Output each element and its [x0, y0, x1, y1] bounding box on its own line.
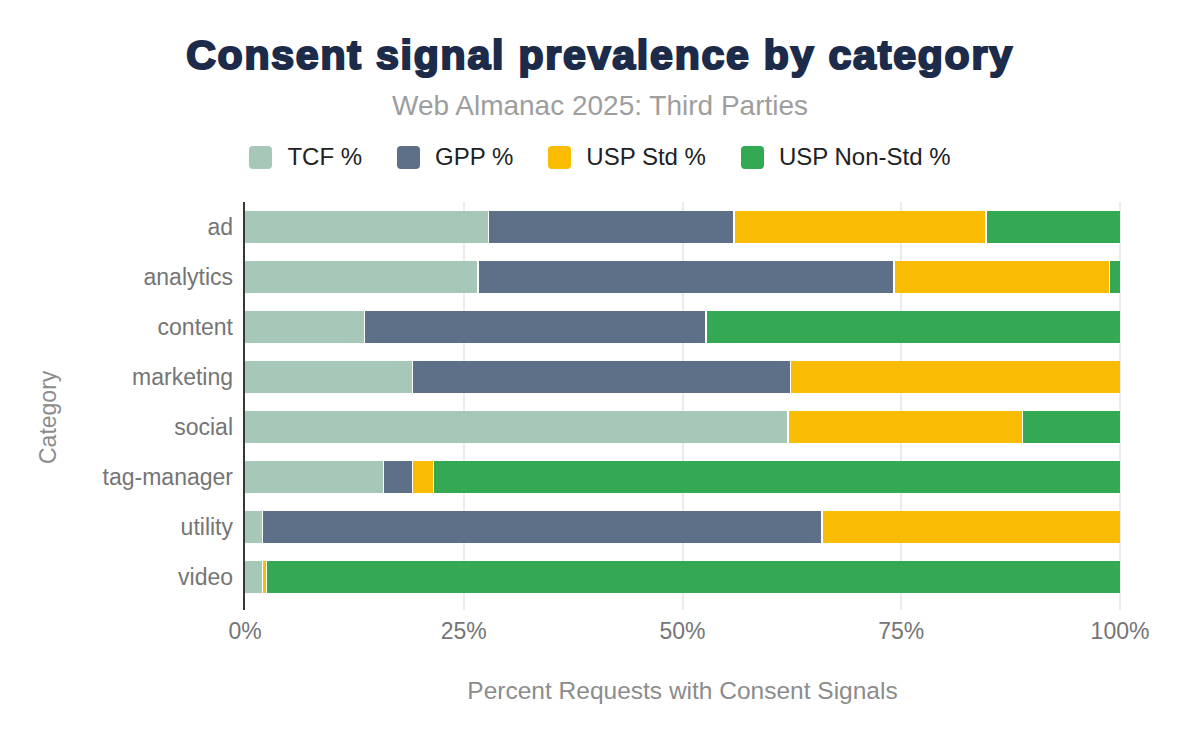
- x-tick-label: 75%: [878, 618, 924, 645]
- bar-segment-tag-manager-usp-non-std: [434, 461, 1120, 494]
- bar-utility: [245, 511, 1120, 544]
- category-label-tag-manager: tag-manager: [0, 461, 233, 494]
- bar-segment-video-tcf: [245, 561, 262, 594]
- legend-label: USP Non-Std %: [779, 143, 951, 171]
- bar-segment-marketing-usp-std: [791, 361, 1120, 394]
- bar-social: [245, 411, 1120, 444]
- category-label-utility: utility: [0, 511, 233, 544]
- bar-segment-marketing-tcf: [245, 361, 412, 394]
- category-label-analytics: analytics: [0, 261, 233, 294]
- bar-segment-utility-tcf: [245, 511, 262, 544]
- legend: TCF % GPP % USP Std % USP Non-Std %: [0, 143, 1200, 171]
- bar-analytics: [245, 261, 1120, 294]
- bar-segment-social-usp-non-std: [1023, 411, 1120, 444]
- legend-item: USP Std %: [548, 143, 706, 171]
- bar-segment-utility-gpp: [263, 511, 821, 544]
- category-label-content: content: [0, 311, 233, 344]
- bar-segment-ad-usp-std: [735, 211, 986, 244]
- x-axis-tick-labels: 0%25%50%75%100%: [245, 618, 1120, 648]
- legend-swatch: [548, 146, 571, 169]
- bar-segment-ad-gpp: [489, 211, 733, 244]
- bar-video: [245, 561, 1120, 594]
- bar-segment-tag-manager-usp-std: [413, 461, 432, 494]
- bar-segment-ad-usp-non-std: [987, 211, 1120, 244]
- chart-subtitle: Web Almanac 2025: Third Parties: [0, 90, 1200, 122]
- bar-segment-social-usp-std: [789, 411, 1022, 444]
- plot-area: [245, 202, 1120, 602]
- x-tick-label: 0%: [228, 618, 261, 645]
- bar-segment-content-gpp: [365, 311, 705, 344]
- bar-segment-tag-manager-gpp: [384, 461, 412, 494]
- chart-title: Consent signal prevalence by category: [0, 32, 1200, 79]
- category-label-video: video: [0, 561, 233, 594]
- bar-content: [245, 311, 1120, 344]
- bar-segment-utility-usp-std: [823, 511, 1120, 544]
- bar-segment-analytics-tcf: [245, 261, 477, 294]
- legend-item: USP Non-Std %: [741, 143, 951, 171]
- legend-swatch: [741, 146, 764, 169]
- bar-segment-video-usp-std: [263, 561, 266, 594]
- bar-segment-analytics-gpp: [479, 261, 893, 294]
- legend-label: GPP %: [435, 143, 513, 171]
- bar-segment-ad-tcf: [245, 211, 488, 244]
- bar-segment-social-tcf: [245, 411, 787, 444]
- bar-segment-analytics-usp-non-std: [1110, 261, 1120, 294]
- legend-label: USP Std %: [586, 143, 706, 171]
- x-tick-label: 100%: [1091, 618, 1150, 645]
- legend-item: GPP %: [397, 143, 513, 171]
- x-tick-label: 25%: [441, 618, 487, 645]
- bar-segment-content-tcf: [245, 311, 364, 344]
- legend-label: TCF %: [287, 143, 362, 171]
- bar-marketing: [245, 361, 1120, 394]
- x-tick-label: 50%: [659, 618, 705, 645]
- bar-segment-content-usp-non-std: [707, 311, 1120, 344]
- legend-item: TCF %: [249, 143, 362, 171]
- bar-segment-video-usp-non-std: [267, 561, 1120, 594]
- legend-swatch: [397, 146, 420, 169]
- category-label-ad: ad: [0, 211, 233, 244]
- legend-swatch: [249, 146, 272, 169]
- bar-segment-analytics-usp-std: [895, 261, 1109, 294]
- bar-ad: [245, 211, 1120, 244]
- bar-segment-tag-manager-tcf: [245, 461, 383, 494]
- x-axis-title: Percent Requests with Consent Signals: [245, 677, 1120, 705]
- bar-tag-manager: [245, 461, 1120, 494]
- bar-segment-marketing-gpp: [413, 361, 790, 394]
